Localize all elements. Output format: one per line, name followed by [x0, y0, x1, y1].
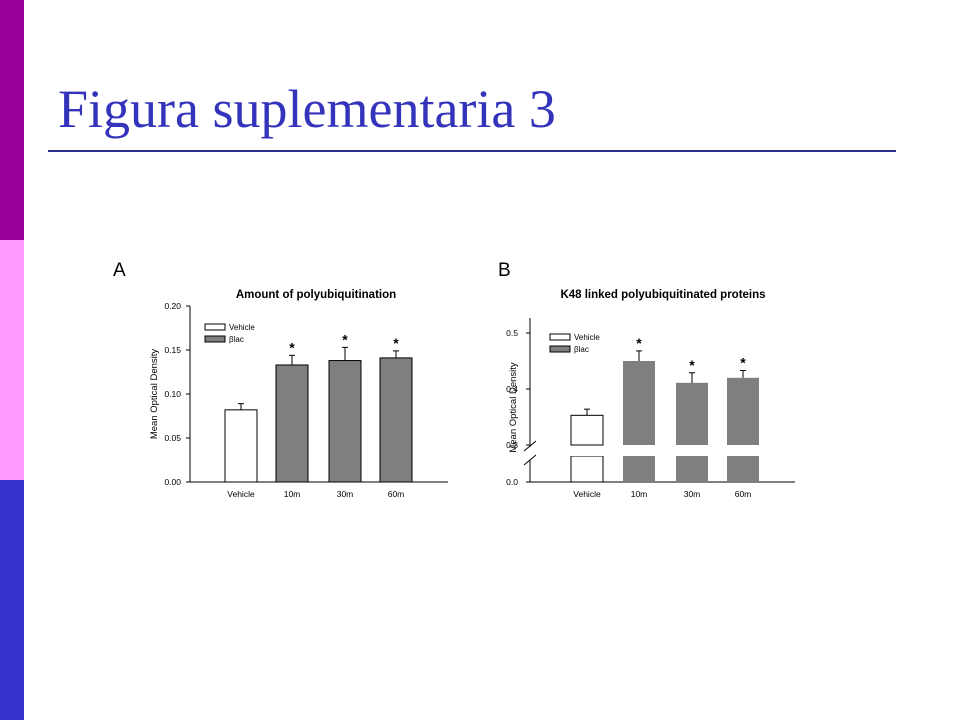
significance-marker: *: [689, 357, 695, 373]
legend-swatch: [204, 335, 226, 343]
legend-label: βlac: [229, 335, 244, 344]
x-tick-label: 60m: [388, 489, 405, 499]
title-underline: [48, 150, 896, 152]
legend-label: Vehicle: [574, 333, 600, 342]
bar: [570, 414, 604, 446]
significance-marker: *: [289, 339, 295, 355]
bar: [328, 360, 362, 483]
bar: [727, 377, 759, 445]
axis-break-mark: [523, 440, 537, 452]
y-tick-label: 0.15: [164, 345, 181, 355]
legend-label: βlac: [574, 345, 589, 354]
x-tick-label: 30m: [337, 489, 354, 499]
bar: [676, 382, 708, 445]
x-tick-label: 30m: [684, 489, 701, 499]
bar-lower-segment: [727, 456, 759, 482]
x-tick-label: 10m: [284, 489, 301, 499]
legend-swatch: [549, 333, 571, 341]
bar-break-gap: [570, 446, 604, 456]
bar-lower-segment: [570, 455, 604, 483]
panel-letter-a: A: [113, 260, 126, 281]
significance-marker: *: [636, 335, 642, 351]
chart-title: K48 linked polyubiquitinated proteins: [560, 289, 765, 301]
bar-lower-segment: [676, 456, 708, 482]
y-tick-label: 0.4: [506, 384, 518, 394]
bar: [379, 357, 413, 483]
y-tick-label: 0.10: [164, 389, 181, 399]
y-axis-label: Mean Optical Density: [149, 349, 160, 440]
y-tick-label: 0.05: [164, 433, 181, 443]
y-axis-label: Mean Optical Density: [508, 362, 519, 453]
x-tick-label: 10m: [631, 489, 648, 499]
panel-letter-b: B: [498, 260, 511, 281]
slide-title: Figura suplementaria 3: [58, 79, 556, 139]
y-tick-label: 0.3: [506, 440, 518, 450]
legend-swatch: [204, 323, 226, 331]
significance-marker: *: [393, 335, 399, 351]
y-tick-label: 0.00: [164, 477, 181, 487]
side-stripe-middle: [0, 240, 24, 480]
x-tick-label: 60m: [735, 489, 752, 499]
side-stripe-top: [0, 0, 24, 240]
significance-marker: *: [740, 355, 746, 371]
x-tick-label: Vehicle: [227, 489, 255, 499]
significance-marker: *: [342, 331, 348, 347]
bar-lower-segment: [623, 456, 655, 482]
y-tick-label: 0.0: [506, 477, 518, 487]
chart-title: Amount of polyubiquitination: [236, 289, 396, 301]
bar: [275, 364, 309, 483]
y-tick-label: 0.5: [506, 328, 518, 338]
legend-swatch: [549, 345, 571, 353]
bar: [623, 361, 655, 445]
axis-break-mark: [523, 454, 537, 466]
legend-label: Vehicle: [229, 323, 255, 332]
x-tick-label: Vehicle: [573, 489, 601, 499]
y-tick-label: 0.20: [164, 301, 181, 311]
side-stripe-bottom: [0, 480, 24, 720]
